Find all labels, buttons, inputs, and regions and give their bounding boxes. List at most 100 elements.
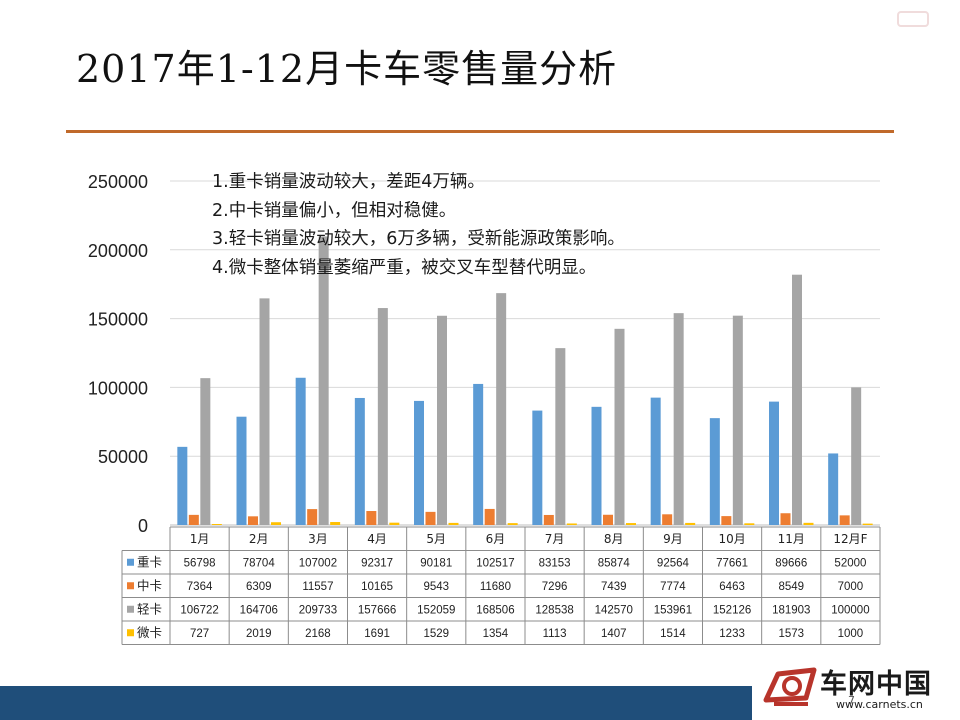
data-label: 181903 [772,605,810,617]
y-tick-label: 150000 [88,310,148,330]
bar-2-3 [307,509,318,525]
bar-4-7 [566,523,577,525]
data-label: 10165 [361,581,393,593]
note-1: 1.重卡销量波动较大，差距4万辆。 [212,172,485,192]
y-tick-label: 200000 [88,241,148,261]
bar-4-1 [211,523,222,525]
x-tick-label: 1月 [190,532,210,546]
data-label: 1514 [660,628,686,640]
data-label: 1000 [838,628,864,640]
bar-4-4 [389,522,400,525]
data-label: 1233 [719,628,745,640]
slide-title: 2017年1-12月卡车零售量分析 [76,47,618,91]
bar-3-8 [614,328,625,525]
x-tick-label: 5月 [426,532,446,546]
bar-1-2 [236,416,247,525]
data-label: 1113 [543,628,567,640]
data-label: 152126 [713,605,751,617]
y-tick-label: 250000 [88,172,148,192]
bar-3-10 [732,315,743,525]
data-label: 7296 [542,581,568,593]
data-label: 1691 [364,628,390,640]
bar-2-2 [248,516,258,525]
data-label: 106722 [180,605,218,617]
bar-1-8 [591,406,602,525]
x-tick-label: 11月 [778,532,805,546]
data-label: 52000 [834,558,866,570]
legend-swatch-3 [127,605,134,613]
corner-decoration-icon [897,11,929,27]
title-divider [66,130,894,133]
bar-3-9 [673,313,684,525]
data-label: 107002 [299,558,337,570]
data-label: 83153 [539,558,571,570]
bar-4-9 [685,522,696,525]
bar-3-5 [437,315,447,525]
y-tick-label: 0 [138,516,148,536]
note-4: 4.微卡整体销量萎缩严重，被交叉车型替代明显。 [212,257,597,278]
legend-swatch-2 [127,582,134,590]
data-label: 100000 [831,605,869,617]
bar-1-1 [177,446,188,525]
bar-2-12 [839,515,850,525]
bar-2-5 [425,511,436,525]
analysis-notes: 1.重卡销量波动较大，差距4万辆。 2.中卡销量偏小，但相对稳健。 3.轻卡销量… [212,168,625,282]
y-tick-label: 100000 [88,378,148,398]
bar-2-6 [484,508,495,525]
bar-2-11 [780,513,791,525]
data-label: 209733 [299,605,337,617]
data-label: 168506 [476,605,514,617]
car-camera-logo-icon [763,667,817,706]
data-label: 8549 [778,581,804,593]
legend-label-3: 轻卡 [137,602,162,617]
data-label: 85874 [598,558,631,570]
data-label: 78704 [243,558,276,570]
bar-3-4 [377,308,388,525]
x-tick-label: 7月 [545,532,565,546]
bar-2-7 [543,514,554,525]
x-tick-label: 3月 [308,532,328,546]
bar-4-3 [330,522,341,525]
logo-url: www.carnets.cn [836,698,923,711]
bar-2-4 [366,511,377,525]
legend-swatch-1 [127,558,134,566]
y-tick-label: 50000 [98,447,148,467]
bar-1-10 [709,418,720,525]
data-label: 1354 [483,628,509,640]
bar-1-4 [354,397,365,525]
bar-4-10 [744,523,755,525]
data-label: 727 [190,628,209,640]
data-label: 7000 [838,581,864,593]
data-label: 102517 [476,558,514,570]
data-label: 153961 [654,605,692,617]
data-label: 1407 [601,628,627,640]
bar-1-9 [650,397,661,525]
bar-1-7 [532,410,543,525]
bar-4-6 [507,523,518,525]
x-tick-label: 6月 [486,532,506,546]
data-label: 6463 [719,581,745,593]
data-label: 7364 [187,581,213,593]
bar-2-10 [721,516,732,525]
data-label: 92564 [657,558,690,570]
legend-swatch-4 [127,629,134,637]
data-label: 152059 [417,605,455,617]
x-tick-label: 9月 [663,532,683,546]
x-tick-label: 12月F [833,532,867,546]
x-tick-label: 2月 [249,532,269,546]
data-label: 56798 [184,558,216,570]
data-label: 90181 [420,558,452,570]
bar-1-3 [295,377,306,525]
data-label: 157666 [358,605,396,617]
bar-3-6 [496,293,507,525]
sales-bar-chart: 0 50000 100000 150000 200000 250000 1月 2月 3月 4月 5月… [88,172,881,645]
bar-4-8 [626,523,636,525]
bar-1-6 [473,383,484,525]
legend-label-4: 微卡 [137,625,162,640]
data-label: 7439 [601,581,627,593]
data-label: 89666 [775,558,807,570]
legend-label-1: 重卡 [137,555,162,570]
bar-3-1 [200,378,211,525]
bar-4-2 [271,522,281,525]
bar-4-12 [862,523,873,525]
